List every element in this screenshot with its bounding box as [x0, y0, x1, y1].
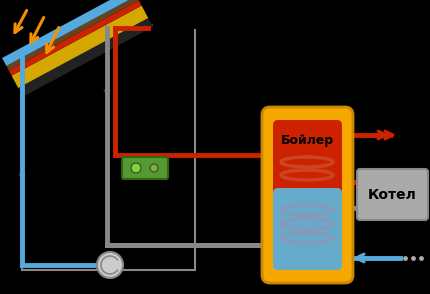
Polygon shape	[12, 6, 148, 88]
Polygon shape	[2, 0, 136, 66]
Text: Бойлер: Бойлер	[280, 133, 334, 146]
Polygon shape	[9, 0, 141, 76]
Circle shape	[97, 252, 123, 278]
Polygon shape	[6, 0, 139, 70]
Circle shape	[150, 164, 158, 172]
Text: Котел: Котел	[368, 188, 417, 201]
FancyBboxPatch shape	[262, 107, 353, 283]
Polygon shape	[18, 18, 153, 97]
Circle shape	[131, 163, 141, 173]
FancyBboxPatch shape	[273, 120, 342, 198]
FancyBboxPatch shape	[273, 188, 342, 270]
FancyBboxPatch shape	[357, 169, 428, 220]
FancyBboxPatch shape	[122, 157, 168, 179]
